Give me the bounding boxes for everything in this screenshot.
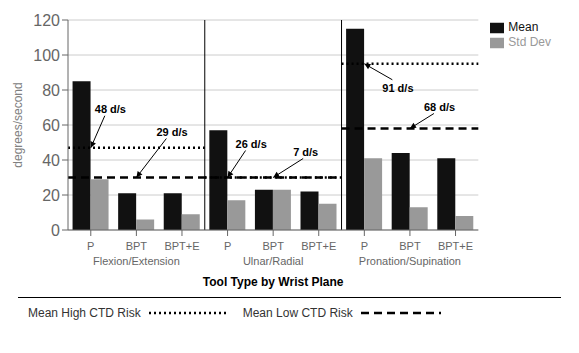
svg-text:68 d/s: 68 d/s — [424, 101, 455, 113]
svg-text:Flexion/Extension: Flexion/Extension — [93, 255, 180, 267]
svg-text:48 d/s: 48 d/s — [95, 103, 126, 115]
svg-text:60: 60 — [42, 117, 60, 134]
svg-text:80: 80 — [42, 82, 60, 99]
svg-text:Ulnar/Radial: Ulnar/Radial — [243, 255, 304, 267]
svg-text:120: 120 — [33, 12, 60, 29]
svg-text:BPT+E: BPT+E — [301, 240, 336, 252]
html-text:Mean: Mean — [508, 20, 539, 34]
html-text:Std Dev: Std Dev — [508, 34, 551, 49]
svg-text:P: P — [361, 240, 368, 252]
svg-text:7 d/s: 7 d/s — [293, 146, 318, 158]
html-text:Mean High CTD Risk: Mean High CTD Risk — [28, 306, 141, 320]
svg-text:29 d/s: 29 d/s — [156, 126, 187, 138]
svg-text:P: P — [87, 240, 94, 252]
svg-text:26 d/s: 26 d/s — [236, 138, 267, 150]
svg-text:20: 20 — [42, 187, 60, 204]
svg-text:BPT+E: BPT+E — [164, 240, 199, 252]
svg-text:BPT: BPT — [399, 240, 421, 252]
html-text:Mean Low CTD Risk: Mean Low CTD Risk — [242, 306, 353, 320]
svg-text:BPT: BPT — [262, 240, 284, 252]
svg-text:degrees/second: degrees/second — [11, 82, 25, 167]
svg-text:0: 0 — [51, 222, 60, 239]
svg-text:BPT+E: BPT+E — [438, 240, 473, 252]
svg-text:BPT: BPT — [126, 240, 148, 252]
svg-text:Tool Type by Wrist Plane: Tool Type by Wrist Plane — [203, 275, 344, 289]
svg-text:91 d/s: 91 d/s — [382, 82, 413, 94]
svg-text:40: 40 — [42, 152, 60, 169]
svg-text:Pronation/Supination: Pronation/Supination — [359, 255, 461, 267]
svg-text:100: 100 — [33, 47, 60, 64]
svg-text:P: P — [224, 240, 231, 252]
